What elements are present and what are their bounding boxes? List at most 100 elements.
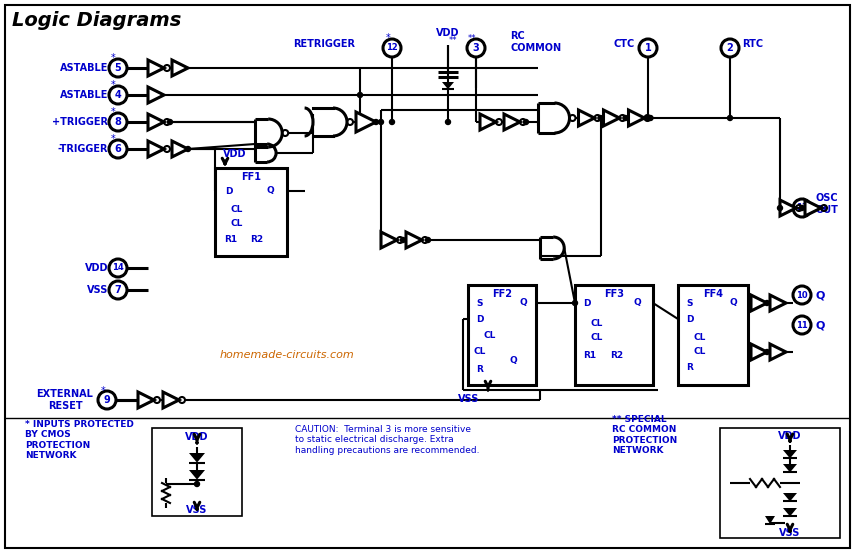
Text: RETRIGGER: RETRIGGER bbox=[293, 39, 355, 49]
Circle shape bbox=[168, 119, 173, 124]
Text: *: * bbox=[110, 107, 115, 117]
Text: 5: 5 bbox=[115, 63, 121, 73]
Polygon shape bbox=[442, 82, 454, 89]
Text: EXTERNAL
RESET: EXTERNAL RESET bbox=[37, 389, 93, 411]
Text: VDD: VDD bbox=[186, 432, 209, 442]
Polygon shape bbox=[604, 110, 620, 126]
Polygon shape bbox=[163, 392, 179, 408]
Text: RC
COMMON: RC COMMON bbox=[510, 31, 561, 53]
Polygon shape bbox=[406, 232, 422, 248]
Polygon shape bbox=[189, 470, 205, 480]
Bar bbox=[678, 285, 748, 385]
Polygon shape bbox=[751, 344, 767, 360]
Text: CL: CL bbox=[474, 346, 486, 356]
Text: *: * bbox=[110, 134, 115, 144]
Polygon shape bbox=[381, 232, 397, 248]
Text: D: D bbox=[225, 186, 233, 195]
Text: **: ** bbox=[468, 33, 476, 43]
Text: Q: Q bbox=[816, 290, 825, 300]
Text: 11: 11 bbox=[796, 320, 808, 330]
Bar bbox=[468, 285, 536, 385]
Text: CL: CL bbox=[693, 332, 706, 341]
Circle shape bbox=[598, 115, 603, 120]
Text: * INPUTS PROTECTED
BY CMOS
PROTECTION
NETWORK: * INPUTS PROTECTED BY CMOS PROTECTION NE… bbox=[25, 420, 134, 460]
Circle shape bbox=[426, 238, 431, 243]
Text: 7: 7 bbox=[115, 285, 121, 295]
Text: 2: 2 bbox=[727, 43, 734, 53]
Polygon shape bbox=[148, 141, 164, 157]
Text: 1: 1 bbox=[645, 43, 652, 53]
Polygon shape bbox=[138, 392, 154, 408]
Text: *: * bbox=[110, 53, 115, 63]
Text: 8: 8 bbox=[115, 117, 121, 127]
Text: *: * bbox=[101, 386, 105, 396]
Text: 14: 14 bbox=[112, 264, 124, 273]
Text: CL: CL bbox=[231, 205, 243, 214]
Text: CTC: CTC bbox=[614, 39, 635, 49]
Text: FF2: FF2 bbox=[492, 289, 512, 299]
Text: Q: Q bbox=[633, 299, 641, 307]
Text: Q: Q bbox=[816, 320, 825, 330]
Text: R1: R1 bbox=[224, 235, 238, 245]
Text: VDD: VDD bbox=[223, 149, 246, 159]
Bar bbox=[720, 428, 840, 538]
Text: 12: 12 bbox=[386, 43, 398, 53]
Text: R1: R1 bbox=[583, 351, 597, 360]
Text: D: D bbox=[687, 315, 693, 324]
Text: VDD: VDD bbox=[85, 263, 108, 273]
Text: FF3: FF3 bbox=[604, 289, 624, 299]
Text: **: ** bbox=[449, 36, 457, 44]
Bar bbox=[575, 285, 653, 385]
Text: OSC
OUT: OSC OUT bbox=[815, 193, 838, 215]
Circle shape bbox=[728, 115, 733, 120]
Text: FF1: FF1 bbox=[241, 172, 261, 182]
Text: -TRIGGER: -TRIGGER bbox=[57, 144, 108, 154]
Polygon shape bbox=[172, 60, 188, 76]
Text: D: D bbox=[583, 299, 591, 307]
Text: VDD: VDD bbox=[436, 28, 460, 38]
Circle shape bbox=[646, 115, 651, 120]
Text: *: * bbox=[110, 80, 115, 90]
Text: Q: Q bbox=[729, 299, 737, 307]
Polygon shape bbox=[504, 114, 520, 130]
Text: ** SPECIAL
RC COMMON
PROTECTION
NETWORK: ** SPECIAL RC COMMON PROTECTION NETWORK bbox=[612, 415, 677, 455]
Text: ASTABLE: ASTABLE bbox=[60, 63, 108, 73]
Polygon shape bbox=[628, 110, 645, 126]
Text: S: S bbox=[687, 299, 693, 307]
Text: VSS: VSS bbox=[186, 505, 208, 515]
Bar bbox=[152, 428, 242, 516]
Text: FF4: FF4 bbox=[703, 289, 723, 299]
Text: VSS: VSS bbox=[86, 285, 108, 295]
Text: Q: Q bbox=[509, 356, 517, 365]
Circle shape bbox=[445, 119, 451, 124]
Circle shape bbox=[379, 119, 384, 124]
Polygon shape bbox=[783, 493, 797, 501]
Circle shape bbox=[764, 350, 770, 355]
Polygon shape bbox=[480, 114, 496, 130]
Polygon shape bbox=[770, 344, 786, 360]
Text: *: * bbox=[386, 33, 391, 43]
Polygon shape bbox=[780, 200, 796, 216]
Text: RTC: RTC bbox=[742, 39, 764, 49]
Circle shape bbox=[764, 300, 770, 305]
Polygon shape bbox=[783, 450, 797, 458]
Text: CL: CL bbox=[591, 319, 603, 327]
Circle shape bbox=[186, 147, 191, 152]
Polygon shape bbox=[783, 464, 797, 472]
Text: 6: 6 bbox=[115, 144, 121, 154]
Text: VDD: VDD bbox=[778, 431, 802, 441]
Text: Q: Q bbox=[519, 299, 527, 307]
Text: VSS: VSS bbox=[458, 394, 480, 404]
Text: ASTABLE: ASTABLE bbox=[60, 90, 108, 100]
Polygon shape bbox=[765, 516, 775, 524]
Text: D: D bbox=[476, 315, 484, 324]
Polygon shape bbox=[148, 87, 164, 103]
Text: S: S bbox=[477, 299, 483, 307]
Circle shape bbox=[623, 115, 628, 120]
Bar bbox=[215, 168, 287, 256]
Polygon shape bbox=[805, 200, 821, 216]
Text: Logic Diagrams: Logic Diagrams bbox=[12, 11, 181, 29]
Circle shape bbox=[357, 93, 363, 98]
Circle shape bbox=[523, 119, 528, 124]
Polygon shape bbox=[751, 295, 767, 311]
